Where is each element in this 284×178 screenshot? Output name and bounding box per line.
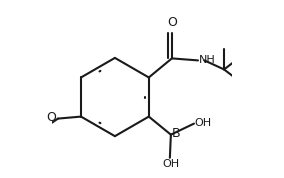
Text: OH: OH xyxy=(162,159,179,169)
Text: NH: NH xyxy=(199,55,216,65)
Text: OH: OH xyxy=(194,118,212,128)
Text: O: O xyxy=(47,111,56,124)
Text: O: O xyxy=(167,16,177,29)
Text: B: B xyxy=(172,127,180,140)
